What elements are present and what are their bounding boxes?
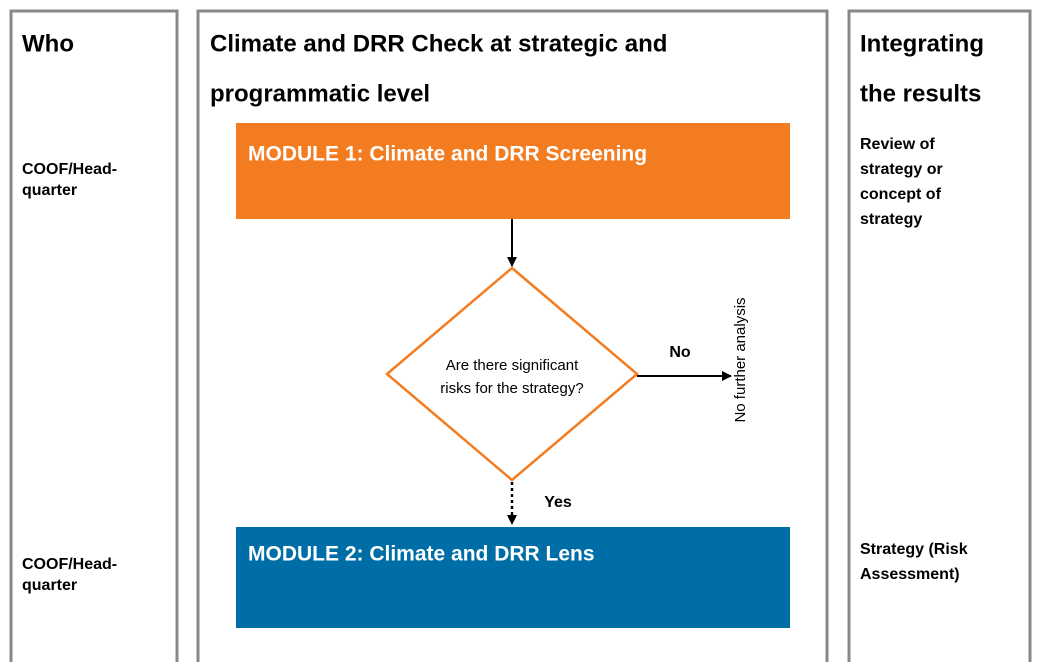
result-label: Strategy (Risk (860, 541, 968, 558)
role-label: COOF/Head- (22, 161, 117, 178)
result-label: Review of (860, 136, 935, 153)
edge-label: No (669, 344, 691, 361)
edge-label: Yes (544, 494, 572, 511)
column-title: programmatic level (210, 80, 430, 107)
role-label: quarter (22, 577, 77, 594)
column-title: Who (22, 30, 74, 57)
role-label: quarter (22, 182, 77, 199)
module-label: MODULE 1: Climate and DRR Screening (248, 143, 647, 166)
decision-label: risks for the strategy? (440, 380, 583, 397)
decision-label: Are there significant (446, 357, 579, 374)
column-frames (9, 9, 1032, 662)
column-title: Climate and DRR Check at strategic and (210, 30, 667, 57)
result-label: Assessment) (860, 566, 960, 583)
column-frame (196, 9, 829, 662)
module-box (236, 123, 790, 219)
column-frame (9, 9, 179, 662)
result-label: strategy (860, 211, 922, 228)
column-title: the results (860, 80, 981, 107)
role-label: COOF/Head- (22, 556, 117, 573)
module-label: MODULE 2: Climate and DRR Lens (248, 543, 595, 566)
result-label: concept of (860, 186, 942, 203)
decision-diamond (385, 266, 639, 482)
result-label: strategy or (860, 161, 943, 178)
edge-target: No further analysis (732, 297, 749, 422)
column-frame (847, 9, 1032, 662)
column-title: Integrating (860, 30, 984, 57)
module-box (236, 527, 790, 628)
